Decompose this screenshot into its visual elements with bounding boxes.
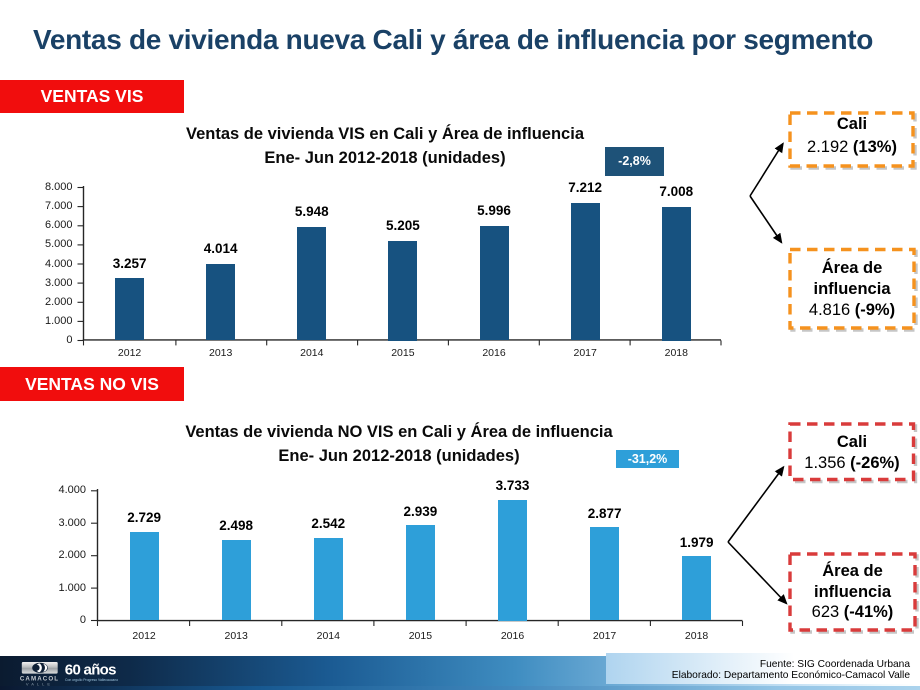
svg-text:Con orgullo Progreso Vallecauc: Con orgullo Progreso Vallecaucano: [65, 678, 118, 682]
svg-text:60 años: 60 años: [65, 662, 116, 679]
svg-text:CAMACOL: CAMACOL: [20, 676, 59, 683]
svg-text:VALLE: VALLE: [26, 682, 53, 687]
